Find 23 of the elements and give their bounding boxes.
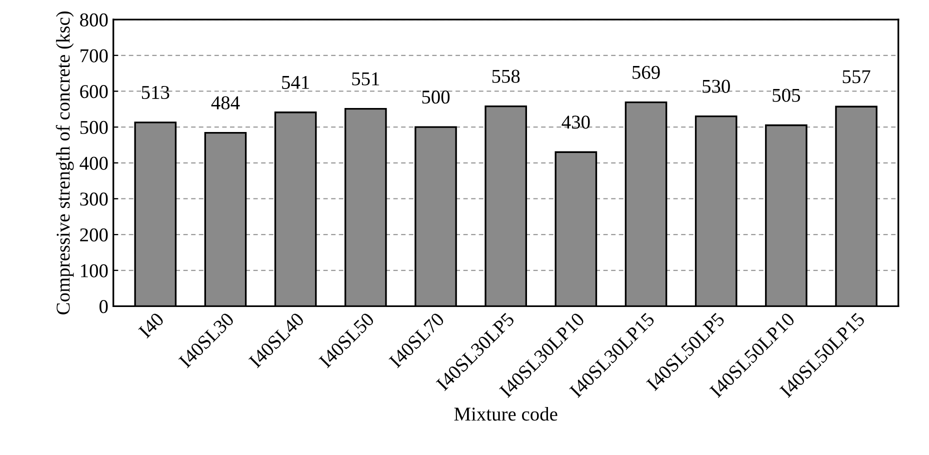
data-label: 505 [772,88,800,102]
x-tick-label: I40 [138,312,165,339]
x-axis-title: Mixture code [454,407,558,421]
y-tick-label: 0 [99,300,108,314]
data-label: 557 [842,70,870,84]
data-label: 430 [562,116,590,129]
data-label: 551 [352,72,380,86]
y-tick-label: 700 [80,49,108,62]
y-tick-label: 100 [81,264,108,278]
data-label: 541 [282,76,309,89]
y-tick-label: 200 [80,228,108,242]
y-tick-label: 800 [80,13,108,27]
y-axis-title: Compressive strength of concrete (ksc) [56,11,74,314]
y-tick-label: 300 [80,192,108,206]
data-label: 500 [422,90,450,104]
y-tick-label: 400 [80,156,108,170]
data-label: 558 [492,70,520,83]
data-label: 530 [702,80,730,93]
data-label: 513 [142,86,170,100]
data-label: 569 [632,66,660,79]
y-tick-label: 500 [80,120,108,134]
data-label: 484 [211,96,240,110]
y-tick-label: 600 [80,85,108,98]
